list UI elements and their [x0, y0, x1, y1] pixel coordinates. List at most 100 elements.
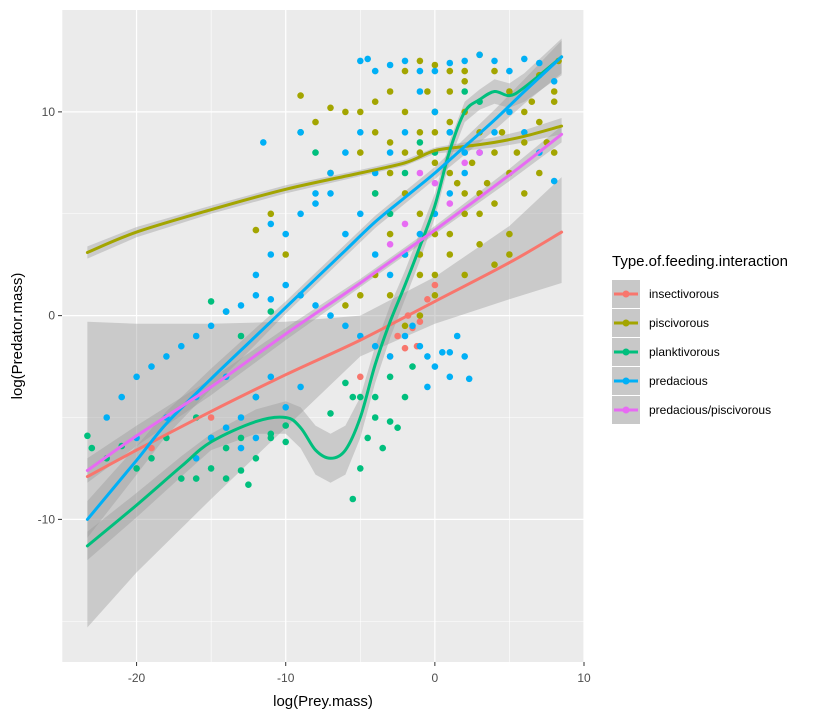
- data-point-predacious: [267, 373, 275, 381]
- legend-key-point: [622, 377, 630, 385]
- data-point-piscivorous: [416, 271, 424, 279]
- axes: -20 -10 0 10 -10 0 10: [38, 105, 591, 685]
- data-point-piscivorous: [357, 108, 364, 116]
- data-point-predacious: [521, 129, 528, 136]
- data-point-piscivorous: [267, 210, 275, 218]
- smooth-lines: [85, 55, 564, 548]
- data-point-piscivorous: [521, 190, 528, 197]
- data-point-predacious: [364, 55, 372, 63]
- data-point-planktivorous: [312, 149, 319, 156]
- legend-key-point: [622, 290, 630, 298]
- data-point-predacious: [357, 57, 364, 65]
- data-point-predacious: [446, 129, 454, 136]
- data-point-piscivorous: [431, 129, 439, 136]
- data-point-predacious: [342, 230, 349, 238]
- data-point-planktivorous: [282, 438, 290, 446]
- data-point-piscivorous: [401, 108, 409, 116]
- data-point-predacious: [431, 108, 439, 116]
- data-point-predacious: [327, 169, 334, 177]
- data-point-piscivorous: [446, 251, 454, 258]
- legend: Type.of.feeding.interaction insectivorou…: [612, 253, 788, 424]
- data-point-planktivorous: [349, 393, 357, 401]
- data-point-planktivorous: [282, 422, 290, 429]
- data-point-piscivorous: [371, 129, 379, 136]
- x-axis-title: log(Prey.mass): [273, 693, 373, 710]
- data-point-predacious: [386, 353, 394, 360]
- data-point-piscivorous: [491, 149, 498, 156]
- data-point-piscivorous: [431, 271, 439, 279]
- data-point-planktivorous: [252, 455, 260, 462]
- confidence-band-predacious-piscivorous: [87, 126, 562, 483]
- data-point-predacious: [386, 271, 394, 279]
- data-point-piscivorous: [416, 149, 424, 156]
- data-point-piscivorous: [446, 230, 454, 238]
- data-point-piscivorous: [483, 179, 491, 187]
- data-point-planktivorous: [401, 393, 409, 401]
- data-point-predacious: [371, 67, 379, 75]
- data-point-piscivorous: [416, 312, 424, 319]
- data-point-predacious: [297, 383, 304, 391]
- data-point-predacious: [282, 281, 290, 289]
- data-point-piscivorous: [252, 226, 260, 234]
- data-point-piscivorous: [446, 88, 454, 95]
- x-tick-label: 0: [432, 671, 439, 685]
- y-tick-label: 0: [48, 309, 55, 323]
- y-tick-label: 10: [42, 105, 56, 119]
- data-point-predacious: [446, 190, 454, 197]
- data-point-predacious-piscivorous: [476, 149, 483, 156]
- data-point-piscivorous: [521, 139, 528, 146]
- data-point-piscivorous: [491, 200, 498, 207]
- data-point-predacious: [465, 375, 473, 383]
- data-point-predacious: [446, 349, 454, 356]
- data-point-planktivorous: [357, 393, 364, 401]
- data-point-predacious-piscivorous: [401, 220, 409, 228]
- legend-items: insectivorous piscivorous planktivorous pre…: [612, 280, 771, 424]
- data-point-piscivorous: [386, 292, 394, 299]
- data-point-planktivorous: [371, 393, 379, 401]
- data-point-predacious: [386, 61, 394, 69]
- data-point-predacious: [453, 332, 461, 340]
- data-point-predacious-piscivorous: [431, 179, 439, 187]
- data-point-planktivorous: [237, 467, 245, 474]
- data-point-predacious: [461, 169, 469, 177]
- data-point-planktivorous: [237, 332, 245, 340]
- data-point-predacious: [550, 177, 558, 185]
- data-point-planktivorous: [148, 455, 155, 462]
- data-point-predacious: [521, 55, 528, 63]
- data-point-piscivorous: [506, 88, 513, 95]
- data-point-piscivorous: [536, 169, 543, 177]
- data-point-planktivorous: [386, 373, 394, 381]
- data-point-piscivorous: [536, 118, 543, 126]
- data-point-predacious: [446, 373, 454, 381]
- data-point-planktivorous: [222, 475, 230, 482]
- data-point-planktivorous: [192, 475, 200, 482]
- data-point-predacious: [222, 424, 230, 432]
- legend-item: planktivorous: [612, 338, 720, 366]
- data-point-predacious: [207, 322, 215, 330]
- legend-item: insectivorous: [612, 280, 719, 308]
- data-point-piscivorous: [416, 57, 424, 65]
- data-point-predacious: [461, 57, 469, 65]
- data-point-predacious: [424, 353, 431, 360]
- data-point-planktivorous: [207, 465, 215, 472]
- data-point-predacious: [461, 149, 469, 156]
- data-point-predacious: [267, 220, 275, 228]
- data-point-predacious: [506, 108, 513, 116]
- data-point-predacious: [327, 312, 334, 319]
- data-point-piscivorous: [446, 118, 454, 126]
- y-tick-label: -10: [38, 512, 56, 526]
- data-point-piscivorous: [461, 78, 469, 85]
- legend-key-point: [622, 406, 630, 414]
- data-point-piscivorous: [498, 129, 506, 136]
- data-point-piscivorous: [550, 88, 558, 95]
- data-point-piscivorous: [491, 67, 498, 75]
- data-point-planktivorous: [386, 418, 394, 425]
- data-point-planktivorous: [267, 434, 275, 442]
- data-point-predacious: [491, 129, 498, 136]
- data-point-piscivorous: [476, 210, 483, 218]
- data-point-piscivorous: [327, 104, 334, 112]
- data-point-planktivorous: [364, 434, 372, 442]
- legend-label: piscivorous: [649, 316, 709, 330]
- data-point-piscivorous: [342, 108, 349, 116]
- data-point-piscivorous: [461, 210, 469, 218]
